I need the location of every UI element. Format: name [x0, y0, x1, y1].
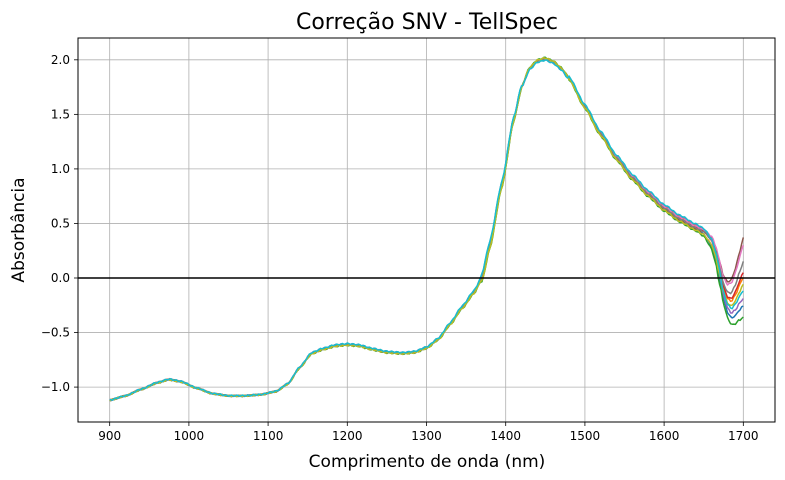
y-tick-label: 0.5 [51, 216, 70, 230]
y-tick-label: 1.5 [51, 107, 70, 121]
y-tick-label: −0.5 [41, 326, 70, 340]
x-tick-label: 1300 [411, 429, 442, 443]
y-tick-label: 0.0 [51, 271, 70, 285]
x-tick-label: 1100 [253, 429, 284, 443]
y-axis-title: Absorbância [9, 177, 29, 282]
x-tick-label: 1600 [649, 429, 680, 443]
x-axis-ticks: 900 1000 1100 1200 1300 1400 1500 1600 1700 [98, 422, 759, 443]
series-lines [109, 56, 745, 402]
y-tick-label: 1.0 [51, 162, 70, 176]
x-tick-label: 1000 [174, 429, 205, 443]
x-axis-title: Comprimento de onda (nm) [309, 452, 546, 472]
y-axis-ticks: −1.0 −0.5 0.0 0.5 1.0 1.5 2.0 [41, 53, 78, 394]
chart-title: Correção SNV - TellSpec [296, 10, 558, 35]
x-tick-label: 900 [98, 429, 121, 443]
x-tick-label: 1200 [332, 429, 363, 443]
spectrum-line [109, 56, 744, 402]
grid [78, 38, 775, 422]
y-tick-label: 2.0 [51, 53, 70, 67]
x-tick-label: 1500 [570, 429, 601, 443]
x-tick-label: 1700 [728, 429, 759, 443]
spectrum-line [109, 59, 744, 401]
x-tick-label: 1400 [490, 429, 521, 443]
y-tick-label: −1.0 [41, 380, 70, 394]
